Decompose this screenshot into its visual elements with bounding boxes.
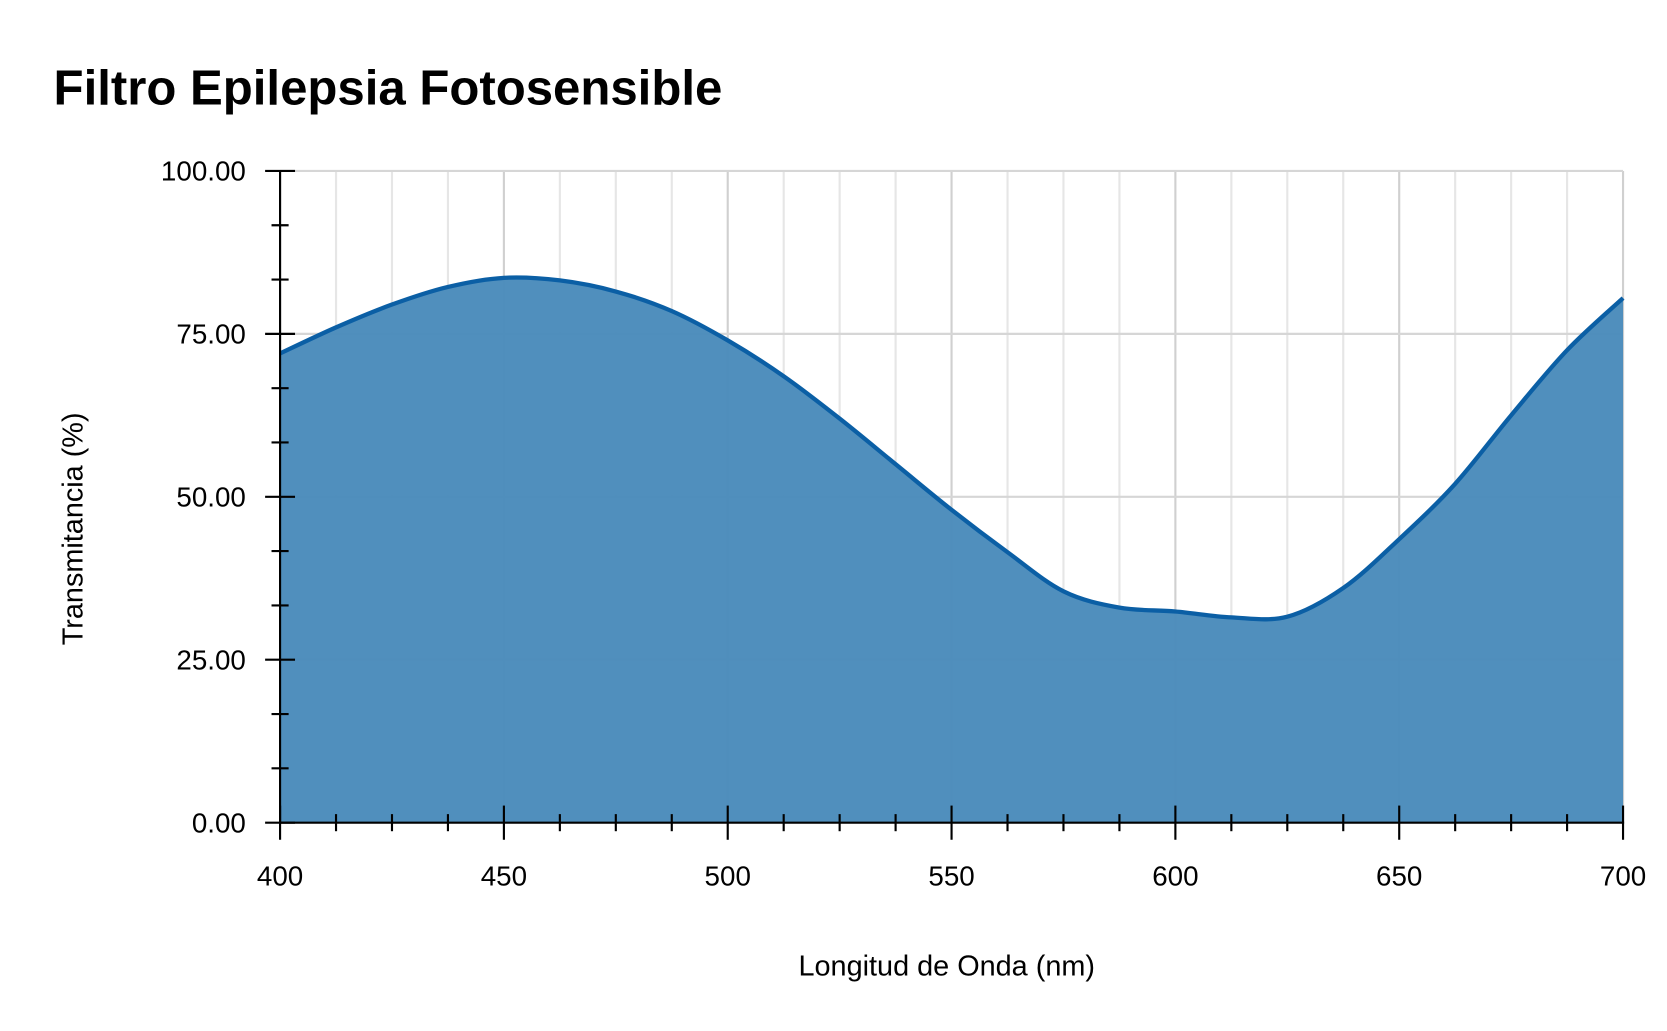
series-line — [279, 275, 1625, 622]
y-tick-label: 25.00 — [176, 644, 245, 675]
x-tick-label: 600 — [1152, 861, 1198, 892]
x-tick-label: 500 — [705, 861, 751, 892]
x-tick-label: 650 — [1376, 861, 1422, 892]
area-fill — [280, 277, 1624, 823]
y-tick-label: 0.00 — [192, 807, 246, 838]
y-tick-labels: 0.00 25.00 50.00 75.00 100.00 — [161, 156, 246, 839]
axes — [265, 169, 1625, 840]
y-tick-label: 75.00 — [176, 318, 245, 349]
x-axis-label: Longitud de Onda (nm) — [799, 950, 1095, 982]
x-tick-label: 550 — [928, 861, 974, 892]
x-tick-label: 400 — [257, 861, 303, 892]
y-tick-label: 100.00 — [161, 156, 246, 187]
y-axis-label: Transmitancia (%) — [57, 412, 89, 645]
x-tick-labels: 400 450 500 550 600 650 700 — [257, 861, 1646, 892]
chart-title: Filtro Epilepsia Fotosensible — [54, 62, 723, 116]
series-area — [279, 275, 1625, 823]
y-tick-label: 50.00 — [176, 481, 245, 512]
x-tick-label: 450 — [481, 861, 527, 892]
x-tick-label: 700 — [1600, 861, 1646, 892]
